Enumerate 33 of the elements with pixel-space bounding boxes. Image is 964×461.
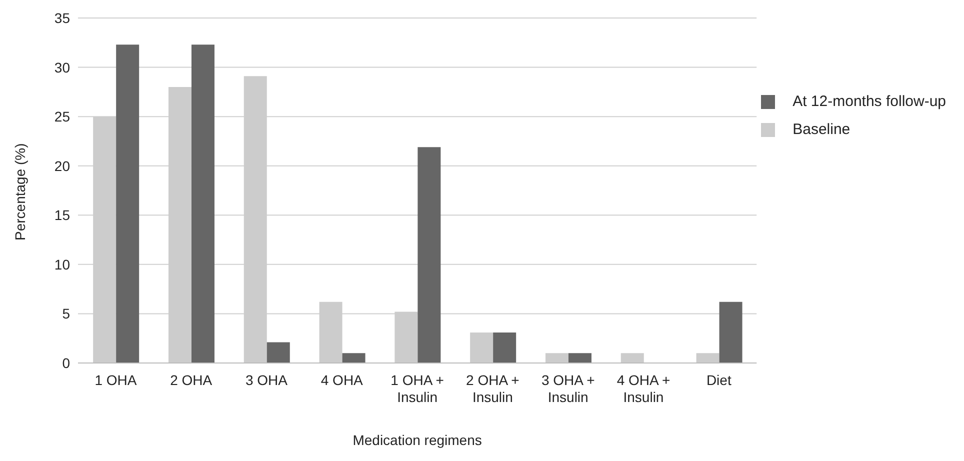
bar <box>470 332 494 363</box>
bar <box>418 147 441 363</box>
bar <box>191 44 214 363</box>
x-tick-label: 3 OHA + Insulin <box>541 372 595 405</box>
bar <box>342 353 366 363</box>
x-tick-label: 2 OHA <box>170 372 213 388</box>
y-tick-label: 35 <box>54 10 70 26</box>
y-tick-label: 25 <box>54 108 70 125</box>
bar <box>266 342 290 363</box>
y-tick-label: 30 <box>54 59 70 76</box>
bar <box>719 302 742 363</box>
bar <box>696 353 720 363</box>
x-tick-label: 1 OHA <box>94 372 138 388</box>
x-tick-label: 2 OHA + Insulin <box>466 372 520 405</box>
bar <box>493 332 516 363</box>
y-tick-label: 10 <box>54 256 70 272</box>
x-tick-label: 4 OHA + Insulin <box>616 372 670 405</box>
y-tick-label: 5 <box>62 306 70 322</box>
x-axis-title: Medication regimens <box>352 432 482 448</box>
y-tick-label: 20 <box>54 158 70 174</box>
y-tick-label: 15 <box>54 207 70 224</box>
y-tick-label: 0 <box>62 354 70 371</box>
bar <box>620 353 644 363</box>
x-tick-label: 3 OHA <box>245 372 288 388</box>
x-tick-label: 1 OHA + Insulin <box>390 372 444 405</box>
y-axis-title: Percentage (%) <box>12 143 28 240</box>
bar <box>116 44 140 363</box>
legend-label: At 12-months follow-up <box>792 93 946 110</box>
bar <box>568 353 592 363</box>
legend-label: Baseline <box>792 121 850 138</box>
x-tick-label: Diet <box>706 372 732 388</box>
x-tick-label: 4 OHA <box>320 372 364 388</box>
bar <box>545 353 568 363</box>
